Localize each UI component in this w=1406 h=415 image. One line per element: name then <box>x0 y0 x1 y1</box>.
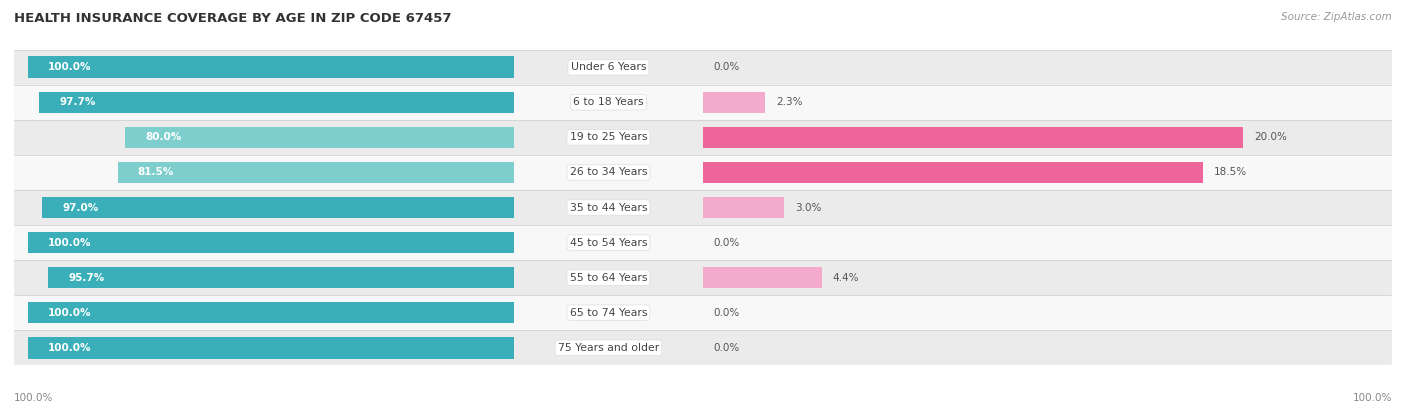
FancyBboxPatch shape <box>14 50 1392 85</box>
Text: 2.3%: 2.3% <box>776 98 803 107</box>
Bar <box>28 337 513 359</box>
Text: 97.7%: 97.7% <box>59 98 96 107</box>
Text: 80.0%: 80.0% <box>145 132 181 142</box>
Text: 0.0%: 0.0% <box>714 62 740 72</box>
Text: 100.0%: 100.0% <box>48 62 91 72</box>
Text: 45 to 54 Years: 45 to 54 Years <box>569 237 647 247</box>
Text: 0.0%: 0.0% <box>714 343 740 353</box>
Text: Source: ZipAtlas.com: Source: ZipAtlas.com <box>1281 12 1392 22</box>
Text: 20.0%: 20.0% <box>1254 132 1286 142</box>
Text: 65 to 74 Years: 65 to 74 Years <box>569 308 647 317</box>
Text: 100.0%: 100.0% <box>48 237 91 247</box>
Text: 4.4%: 4.4% <box>832 273 859 283</box>
Bar <box>703 267 823 288</box>
Text: HEALTH INSURANCE COVERAGE BY AGE IN ZIP CODE 67457: HEALTH INSURANCE COVERAGE BY AGE IN ZIP … <box>14 12 451 25</box>
Text: 35 to 44 Years: 35 to 44 Years <box>569 203 647 212</box>
Text: 6 to 18 Years: 6 to 18 Years <box>574 98 644 107</box>
Text: 26 to 34 Years: 26 to 34 Years <box>569 168 647 178</box>
Text: 75 Years and older: 75 Years and older <box>558 343 659 353</box>
FancyBboxPatch shape <box>14 295 1392 330</box>
Text: 3.0%: 3.0% <box>794 203 821 212</box>
Bar <box>125 127 513 148</box>
Text: 81.5%: 81.5% <box>138 168 174 178</box>
Text: 100.0%: 100.0% <box>14 393 53 403</box>
FancyBboxPatch shape <box>14 260 1392 295</box>
Bar <box>28 56 513 78</box>
Text: 19 to 25 Years: 19 to 25 Years <box>569 132 647 142</box>
FancyBboxPatch shape <box>14 225 1392 260</box>
Text: 18.5%: 18.5% <box>1213 168 1247 178</box>
Text: Under 6 Years: Under 6 Years <box>571 62 647 72</box>
Bar <box>39 91 513 113</box>
Text: 0.0%: 0.0% <box>714 308 740 317</box>
Text: 97.0%: 97.0% <box>62 203 98 212</box>
Bar <box>118 161 513 183</box>
Bar <box>703 127 1243 148</box>
Bar <box>703 91 765 113</box>
Bar <box>703 197 785 218</box>
FancyBboxPatch shape <box>14 190 1392 225</box>
Bar <box>28 302 513 324</box>
Bar <box>703 161 1202 183</box>
Text: 100.0%: 100.0% <box>48 343 91 353</box>
Text: 100.0%: 100.0% <box>1353 393 1392 403</box>
FancyBboxPatch shape <box>14 330 1392 365</box>
Text: 55 to 64 Years: 55 to 64 Years <box>569 273 647 283</box>
Text: 95.7%: 95.7% <box>69 273 105 283</box>
FancyBboxPatch shape <box>14 155 1392 190</box>
Bar <box>42 197 513 218</box>
Text: 100.0%: 100.0% <box>48 308 91 317</box>
Bar <box>28 232 513 254</box>
Bar <box>48 267 513 288</box>
FancyBboxPatch shape <box>14 85 1392 120</box>
FancyBboxPatch shape <box>14 120 1392 155</box>
Text: 0.0%: 0.0% <box>714 237 740 247</box>
